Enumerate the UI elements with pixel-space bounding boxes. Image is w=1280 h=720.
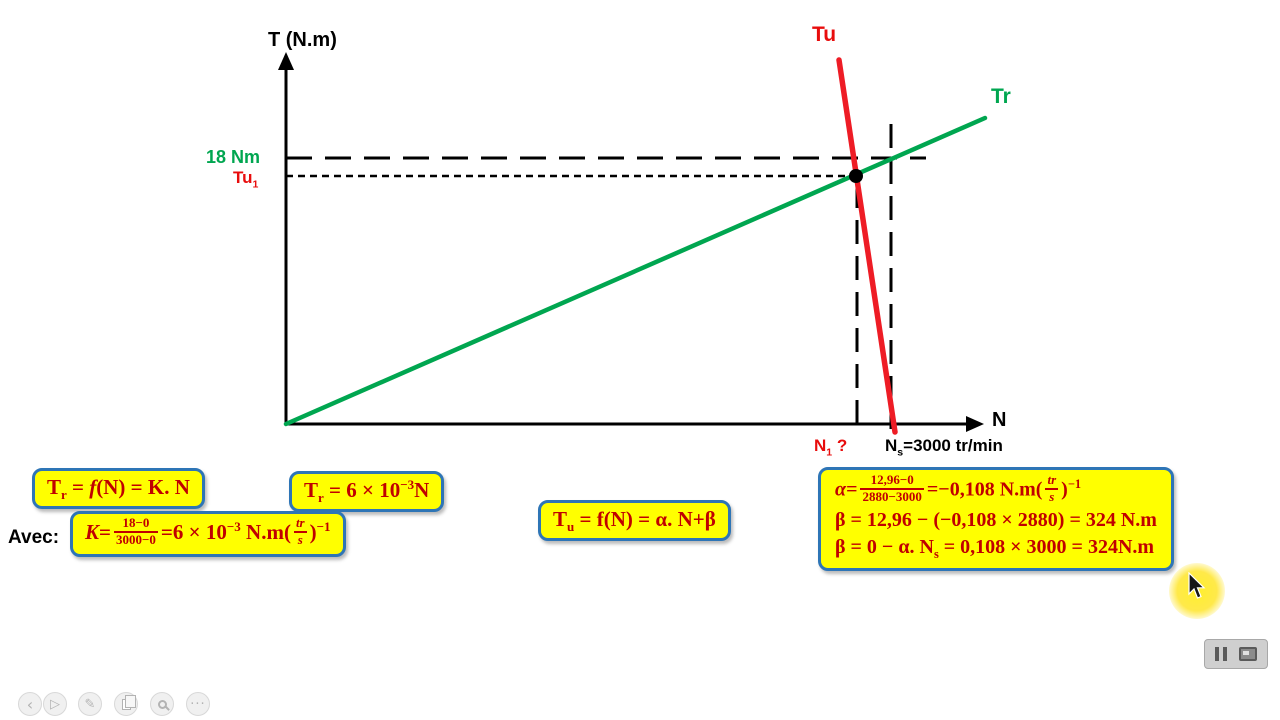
avec-label: Avec: — [8, 527, 60, 548]
alpha-line: α= 12,96−0 2880−3000 =−0,108 N.m(tr s)−1 — [835, 472, 1082, 504]
formula-text: Tr = f(N) = K. N — [47, 475, 190, 503]
back-icon: ‹ — [26, 694, 34, 714]
mouse-cursor-icon — [1188, 572, 1206, 599]
beta-line-2: β = 0 − α. Ns = 0,108 × 3000 = 324N.m — [835, 535, 1155, 561]
pen-button[interactable]: ✎ — [78, 692, 102, 716]
formula-tr-value: Tr = 6 × 10−3N — [289, 471, 445, 512]
formula-tu-definition: Tu = f(N) = α. N+β — [538, 500, 731, 541]
x-axis-arrow — [966, 416, 984, 432]
back-button[interactable]: ‹ — [18, 692, 42, 716]
fraction: 12,96−0 2880−3000 — [860, 472, 924, 504]
thumbnail-button[interactable] — [1237, 645, 1259, 663]
fraction: tr s — [293, 515, 307, 548]
y-axis-arrow — [278, 52, 294, 70]
zoom-icon — [157, 699, 167, 709]
pages-icon — [121, 694, 136, 710]
more-button[interactable]: ··· — [186, 692, 210, 716]
zoom-button[interactable] — [150, 692, 174, 716]
y-mark-tu1: Tu1 — [233, 168, 259, 191]
tr-line — [283, 115, 988, 427]
formula-text: K= 18−0 3000−0 =6 × 10−3 N.m(tr s)−1 — [85, 515, 331, 548]
pause-icon — [1215, 647, 1227, 661]
formula-text: Tu = f(N) = α. N+β — [553, 507, 716, 535]
formula-text: Tr = 6 × 10−3N — [304, 477, 430, 506]
pause-button[interactable] — [1213, 645, 1229, 663]
x-mark-ns: Ns=3000 tr/min — [885, 436, 1003, 459]
tu-line — [836, 57, 898, 435]
fraction: tr s — [1045, 472, 1059, 504]
tr-curve-label: Tr — [991, 85, 1011, 108]
torque-speed-chart — [278, 52, 988, 435]
recorder-controls — [1204, 639, 1268, 669]
intersection-point — [849, 169, 863, 183]
formula-k: K= 18−0 3000−0 =6 × 10−3 N.m(tr s)−1 — [70, 511, 346, 558]
tu-curve-label: Tu — [812, 23, 837, 46]
formula-alpha-beta: α= 12,96−0 2880−3000 =−0,108 N.m(tr s)−1 β =… — [818, 467, 1174, 571]
play-icon: ▷ — [50, 696, 60, 712]
pen-icon: ✎ — [84, 696, 96, 712]
y-mark-18nm: 18 Nm — [206, 147, 261, 167]
x-mark-n1: N1 ? — [814, 436, 848, 459]
pages-button[interactable] — [114, 692, 138, 716]
x-axis-title: N — [992, 409, 1007, 431]
fraction: 18−0 3000−0 — [113, 515, 158, 548]
y-axis-title: T (N.m) — [268, 29, 337, 51]
more-icon: ··· — [190, 696, 206, 712]
beta-line-1: β = 12,96 − (−0,108 × 2880) = 324 N.m — [835, 508, 1157, 531]
formula-tr-definition: Tr = f(N) = K. N — [32, 468, 205, 509]
picture-icon — [1239, 647, 1257, 661]
play-button[interactable]: ▷ — [43, 692, 67, 716]
